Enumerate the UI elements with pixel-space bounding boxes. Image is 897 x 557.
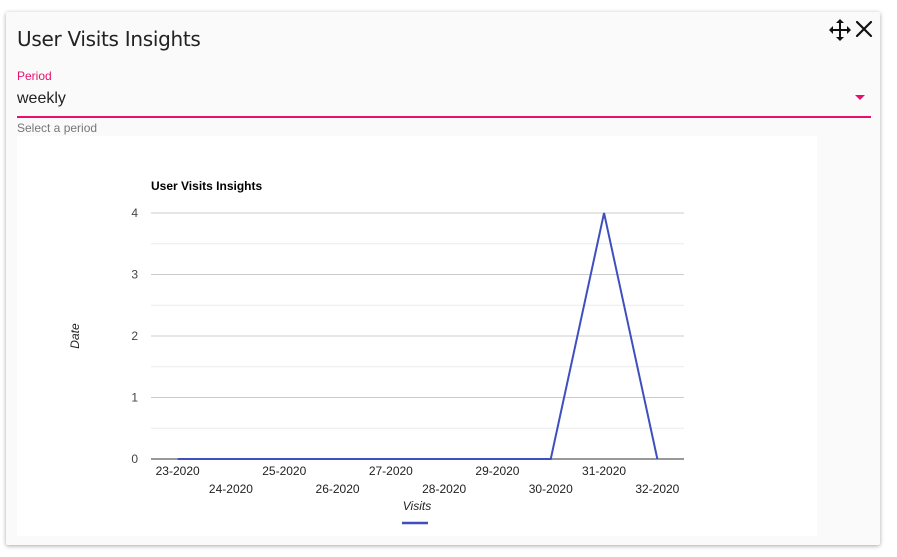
chart-area: User Visits Insights 0 1 2 3 4 23-2020 24-202… [17,136,817,536]
x-tick-label: 27-2020 [369,464,413,478]
series-line [177,212,659,460]
card-title: User Visits Insights [17,27,201,51]
chevron-down-icon[interactable] [855,95,865,100]
visits-line-chart: User Visits Insights 0 1 2 3 4 23-2020 24-202… [68,179,684,525]
period-label: Period [17,69,52,83]
x-tick-label: 29-2020 [475,464,519,478]
x-axis-label: Visits [403,499,431,513]
x-tick-label: 31-2020 [582,464,626,478]
x-tick-label: 24-2020 [209,482,253,496]
x-tick-label: 32-2020 [635,482,679,496]
y-tick-label: 0 [131,452,138,466]
x-tick-label: 26-2020 [316,482,360,496]
y-tick-label: 1 [131,391,138,405]
y-tick-label: 4 [131,206,138,220]
move-icon[interactable] [828,18,852,42]
y-tick-label: 3 [131,268,138,282]
x-tick-label: 25-2020 [262,464,306,478]
period-select[interactable]: Period weekly [17,68,871,118]
y-axis-label: Date [68,323,82,349]
x-tick-label: 28-2020 [422,482,466,496]
period-value: weekly [17,90,66,107]
x-tick-label: 30-2020 [529,482,573,496]
insights-card: User Visits Insights Period weekly Selec… [6,12,880,545]
chart-title: User Visits Insights [151,179,262,193]
period-help-text: Select a period [17,121,98,135]
close-icon[interactable] [854,19,874,39]
x-tick-label: 23-2020 [156,464,200,478]
y-tick-label: 2 [131,329,138,343]
